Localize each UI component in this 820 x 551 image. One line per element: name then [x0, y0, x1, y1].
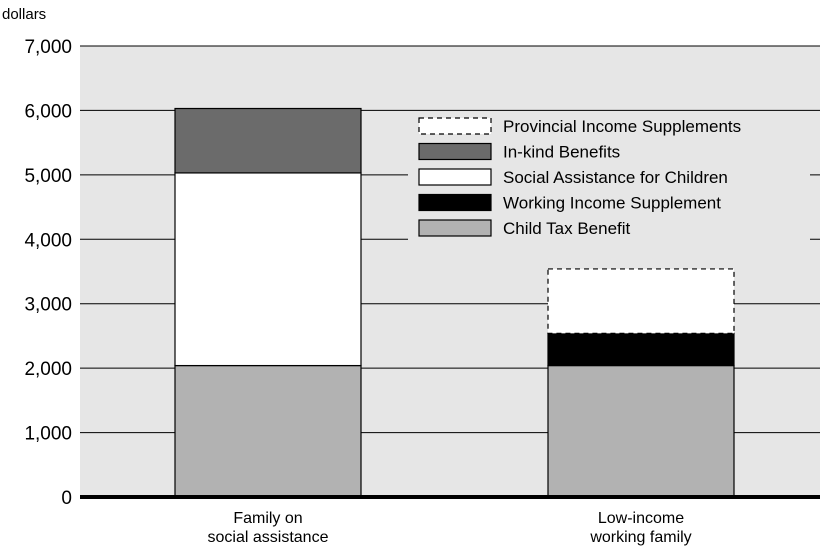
legend-label: Child Tax Benefit [503, 219, 631, 238]
y-tick-label: 1,000 [24, 424, 72, 445]
bars-layer [174, 107, 735, 498]
category-label: Low-income [598, 510, 684, 527]
legend-swatch [418, 168, 492, 186]
y-tick-label: 2,000 [24, 359, 72, 380]
y-tick-label: 6,000 [24, 101, 72, 122]
category-label: Family on [233, 510, 302, 527]
y-tick-label: 4,000 [24, 230, 72, 251]
legend-label: Working Income Supplement [503, 194, 721, 213]
bar-segment [174, 364, 362, 498]
bar-segment [547, 364, 735, 498]
legend-swatch [418, 193, 492, 212]
bar-segment [174, 107, 362, 174]
legend-swatch [418, 142, 492, 161]
legend: Provincial Income Supplements In-kind Ben… [408, 113, 810, 241]
category-labels: Family on social assistance Low-income work… [208, 510, 692, 546]
legend-label: In-kind Benefits [503, 143, 620, 162]
legend-label: Social Assistance for Children [503, 168, 728, 187]
y-tick-labels: 0 1,000 2,000 3,000 4,000 5,000 6,000 7,000 [24, 37, 72, 509]
legend-swatch [418, 219, 492, 237]
bar-segment [547, 332, 735, 367]
y-tick-label: 5,000 [24, 166, 72, 187]
legend-swatch [418, 117, 492, 135]
y-axis-unit-label: dollars [2, 6, 46, 23]
legend-label: Provincial Income Supplements [503, 117, 741, 136]
bar-segment [174, 172, 362, 367]
bar-segment [547, 268, 735, 334]
category-label: working family [589, 529, 691, 546]
y-tick-label: 0 [61, 488, 72, 509]
category-label: social assistance [208, 529, 329, 546]
y-tick-label: 7,000 [24, 37, 72, 58]
y-tick-label: 3,000 [24, 295, 72, 316]
